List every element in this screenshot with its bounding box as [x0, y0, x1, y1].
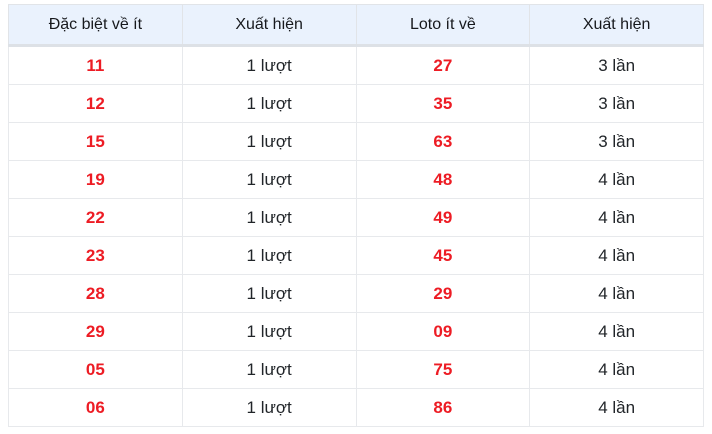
table-row: 28 1 lượt 29 4 lần — [8, 274, 704, 313]
table-row: 23 1 lượt 45 4 lần — [8, 236, 704, 275]
loto-number-cell: 27 — [355, 45, 531, 85]
loto-number-cell: 75 — [355, 350, 531, 389]
loto-count-cell: 3 lần — [529, 122, 704, 161]
loto-number-cell: 29 — [355, 274, 531, 313]
loto-count-cell: 4 lần — [529, 160, 704, 199]
table-row: 12 1 lượt 35 3 lần — [8, 84, 704, 123]
header-special-appearance: Xuất hiện — [181, 4, 357, 47]
loto-count-cell: 4 lần — [529, 236, 704, 275]
header-loto-appearance: Xuất hiện — [529, 4, 704, 47]
loto-count-cell: 3 lần — [529, 84, 704, 123]
special-number-cell: 19 — [8, 160, 183, 199]
special-number-cell: 23 — [8, 236, 183, 275]
loto-count-cell: 4 lần — [529, 350, 704, 389]
header-loto-number: Loto ít về — [355, 4, 531, 47]
special-count-cell: 1 lượt — [181, 84, 357, 123]
special-count-cell: 1 lượt — [181, 160, 357, 199]
special-count-cell: 1 lượt — [181, 45, 357, 85]
table-row: 15 1 lượt 63 3 lần — [8, 122, 704, 161]
table-row: 19 1 lượt 48 4 lần — [8, 160, 704, 199]
loto-number-cell: 48 — [355, 160, 531, 199]
special-count-cell: 1 lượt — [181, 198, 357, 237]
special-count-cell: 1 lượt — [181, 388, 357, 427]
loto-number-cell: 09 — [355, 312, 531, 351]
special-number-cell: 06 — [8, 388, 183, 427]
loto-count-cell: 3 lần — [529, 45, 704, 85]
table-header: Đặc biệt về ít Xuất hiện Loto ít về Xuất… — [8, 4, 704, 47]
loto-number-cell: 86 — [355, 388, 531, 427]
loto-count-cell: 4 lần — [529, 388, 704, 427]
table-row: 29 1 lượt 09 4 lần — [8, 312, 704, 351]
table-row: 05 1 lượt 75 4 lần — [8, 350, 704, 389]
special-number-cell: 29 — [8, 312, 183, 351]
special-count-cell: 1 lượt — [181, 350, 357, 389]
special-number-cell: 11 — [8, 45, 183, 85]
special-count-cell: 1 lượt — [181, 312, 357, 351]
special-number-cell: 22 — [8, 198, 183, 237]
loto-number-cell: 45 — [355, 236, 531, 275]
loto-number-cell: 49 — [355, 198, 531, 237]
table-row: 22 1 lượt 49 4 lần — [8, 198, 704, 237]
table-row: 06 1 lượt 86 4 lần — [8, 388, 704, 427]
table-body: 11 1 lượt 27 3 lần 12 1 lượt 35 3 lần 15 1 lượt 63… — [8, 45, 704, 427]
loto-count-cell: 4 lần — [529, 274, 704, 313]
special-number-cell: 12 — [8, 84, 183, 123]
special-count-cell: 1 lượt — [181, 236, 357, 275]
loto-number-cell: 63 — [355, 122, 531, 161]
table-row: 11 1 lượt 27 3 lần — [8, 45, 704, 85]
special-count-cell: 1 lượt — [181, 274, 357, 313]
special-number-cell: 05 — [8, 350, 183, 389]
loto-count-cell: 4 lần — [529, 312, 704, 351]
special-count-cell: 1 lượt — [181, 122, 357, 161]
loto-count-cell: 4 lần — [529, 198, 704, 237]
lottery-stats-table: Đặc biệt về ít Xuất hiện Loto ít về Xuất… — [8, 4, 704, 427]
header-special-number: Đặc biệt về ít — [8, 4, 183, 47]
header-row: Đặc biệt về ít Xuất hiện Loto ít về Xuất… — [8, 4, 704, 47]
special-number-cell: 15 — [8, 122, 183, 161]
special-number-cell: 28 — [8, 274, 183, 313]
loto-number-cell: 35 — [355, 84, 531, 123]
